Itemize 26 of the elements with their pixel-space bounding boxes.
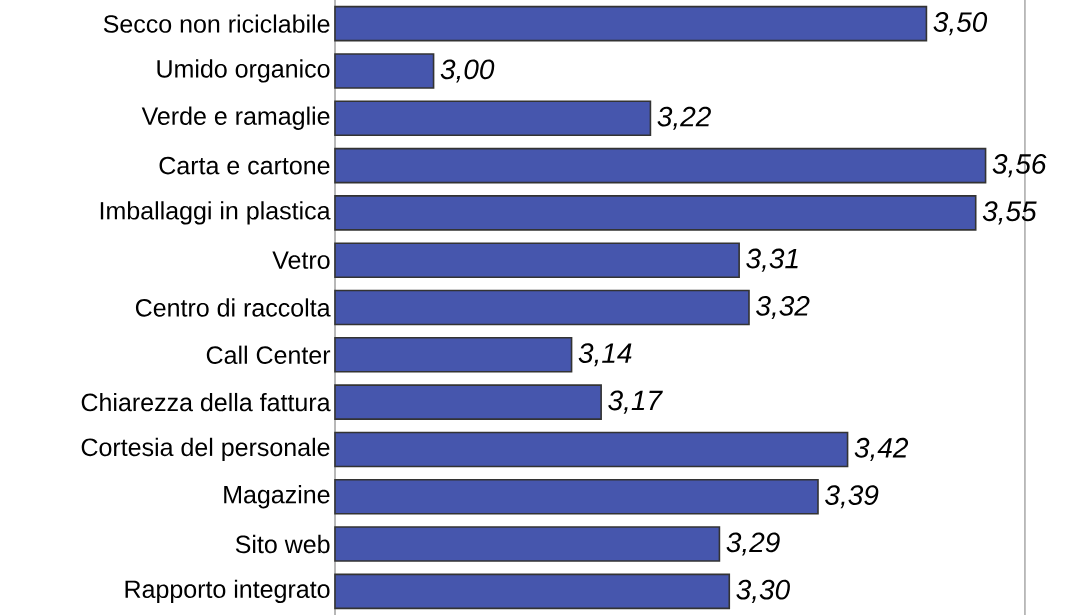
y-tick-label: Sito web xyxy=(235,534,330,554)
y-tick-label: Rapporto integrato xyxy=(125,579,330,603)
data-label: 3,32 xyxy=(756,295,810,320)
data-label: 3,22 xyxy=(657,106,711,130)
y-tick-label: Carta e cartone xyxy=(159,156,330,175)
data-label: 3,14 xyxy=(578,343,632,367)
y-tick-label: Centro di raccolta xyxy=(135,298,331,317)
data-label: 3,29 xyxy=(726,532,780,556)
y-tick-label: Call Center xyxy=(206,345,331,364)
y-tick-label: Umido organico xyxy=(157,59,330,83)
y-tick-label: Magazine xyxy=(224,485,330,509)
data-label: 3,42 xyxy=(854,437,909,461)
y-tick-label: Vetro xyxy=(272,251,330,269)
y-tick-label: Imballaggi in plastica xyxy=(100,201,331,225)
y-tick-label: Secco non riciclabile xyxy=(103,14,330,33)
data-label: 3,17 xyxy=(608,390,663,414)
data-label: 3,50 xyxy=(933,12,988,36)
data-label: 3,30 xyxy=(736,579,790,603)
y-tick-label: Cortesia del personale xyxy=(81,437,330,462)
y-tick-label: Verde e ramaglie xyxy=(141,106,330,130)
data-label: 3,55 xyxy=(982,201,1037,225)
y-tick-label: Chiarezza della fattura xyxy=(81,392,331,412)
data-label: 3,00 xyxy=(440,59,495,83)
data-label: 3,31 xyxy=(746,248,798,272)
data-label: 3,56 xyxy=(992,153,1047,178)
data-label: 3,39 xyxy=(825,485,879,509)
